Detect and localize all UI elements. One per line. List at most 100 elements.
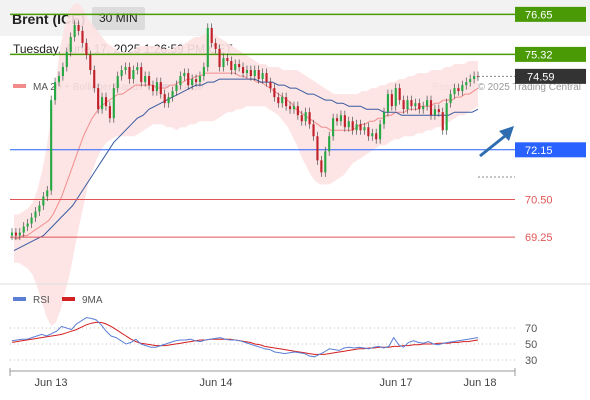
resistance-label-box [515,46,586,62]
ma20-line [14,72,479,240]
candle [386,94,390,113]
candle [42,196,45,206]
candle [382,112,386,125]
candle [390,94,393,107]
candle [320,160,323,173]
candle [104,97,108,107]
header-bar: Brent (ICE) 30 MIN [0,0,590,36]
candle [218,48,221,68]
candle [449,94,452,104]
candle [22,226,25,233]
candle [445,103,448,131]
candle [163,94,166,104]
candle [422,106,425,110]
candle [257,70,260,80]
candle [265,73,268,83]
candle [167,97,170,104]
candle [112,88,115,119]
candle [402,100,405,110]
candle [14,232,17,236]
candle [57,76,61,83]
candle [394,88,397,107]
candle [108,106,111,119]
candle [414,103,417,107]
candle [116,76,119,89]
candle [230,61,233,71]
candle [363,127,366,131]
candle [120,70,123,77]
candle [89,54,92,71]
candle [226,58,229,62]
candle [300,115,303,122]
candle [273,88,276,98]
candle [214,42,217,49]
candle [351,121,354,131]
candle [473,76,476,80]
candle [187,73,190,86]
candle [61,67,64,77]
candle [469,79,472,83]
current-price-box [515,68,586,84]
legend-bb-swatch [13,84,26,88]
candle [65,51,68,68]
candle [245,70,249,74]
candle [457,88,460,92]
candle [406,100,409,110]
rsi-line [11,317,479,358]
candle [261,73,264,80]
candle [159,82,162,95]
candle [304,112,307,122]
candle [132,70,135,80]
x-tick-label: Jun 13 [34,377,67,389]
candle [429,100,433,116]
candle [398,88,401,101]
candle [77,24,80,31]
candle [465,82,468,86]
candle [179,76,182,86]
candle [332,118,335,137]
candle [222,58,225,68]
candle [324,151,327,173]
candle [97,88,100,110]
candle [69,36,72,52]
credit-text: Research © 2025 Trading Central [432,82,581,93]
candle [26,223,29,227]
target-label: 70.50 [525,194,553,206]
candle [288,106,292,110]
candle [234,64,237,71]
candle [238,64,241,68]
candle [147,76,151,86]
candle [18,232,21,236]
x-tick-label: Jun 18 [463,377,496,389]
candle [50,100,53,191]
candle [285,97,288,107]
resistance-label: 76.65 [525,9,553,21]
candle [367,127,370,137]
rsi-tick-label: 50 [525,339,537,351]
candle [312,124,315,137]
candle [171,91,174,98]
rsi-ma-line [11,321,479,355]
candle [128,67,131,80]
candle [335,118,339,122]
candle [441,112,444,131]
candle [136,67,139,71]
candle [296,106,299,116]
resistance-label: 75.32 [525,49,553,61]
candle [183,73,186,77]
candle [371,133,374,137]
candle [277,97,280,104]
forecast-arrow [479,134,506,158]
candle [347,121,350,128]
candle [375,133,378,140]
candle [379,124,382,140]
candle [343,115,346,128]
candle [194,79,198,83]
legend-rsi-label: RSI [33,295,50,306]
candle [155,82,158,92]
candle [437,109,440,113]
candle [10,232,14,236]
candle [249,70,252,77]
candle [453,88,456,95]
